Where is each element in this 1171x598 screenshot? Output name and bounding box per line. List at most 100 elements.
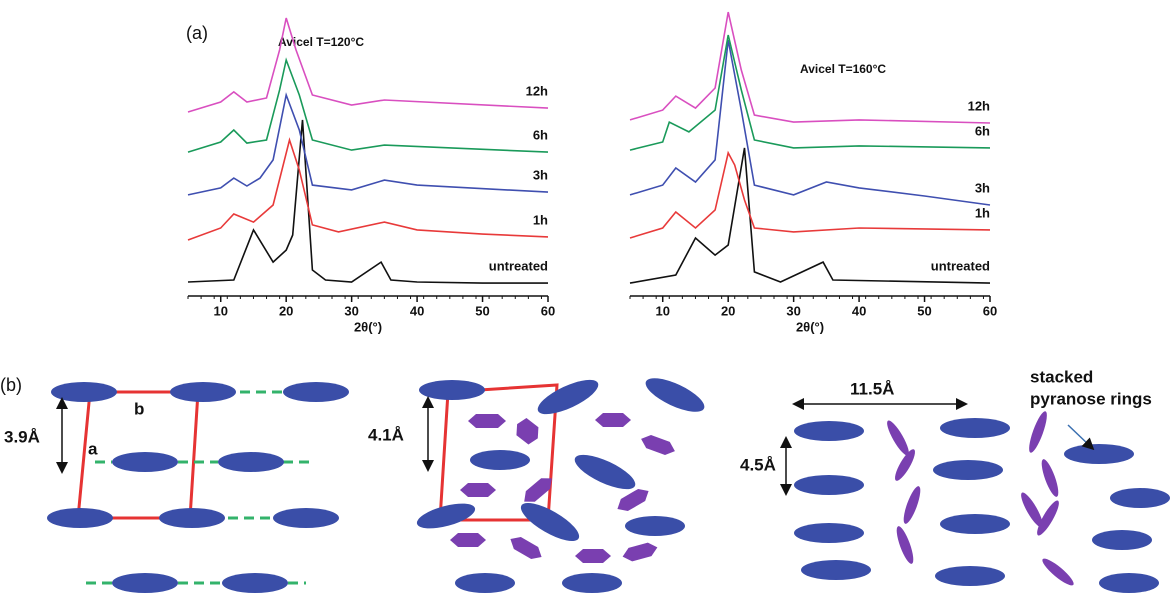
- x-tick-label: 30: [344, 303, 358, 318]
- spacing-label: 11.5Å: [850, 379, 894, 398]
- x-axis-label: 2θ(°): [354, 319, 382, 334]
- chain: [112, 452, 178, 472]
- solvent: [450, 533, 486, 547]
- chain: [455, 573, 515, 593]
- xrd-curve: [187, 92, 549, 196]
- chain: [537, 379, 599, 415]
- chart-title: Avicel T=120°C: [278, 35, 364, 49]
- chain: [625, 516, 685, 536]
- chain: [574, 454, 636, 490]
- x-tick-label: 60: [541, 303, 555, 318]
- solvent: [524, 478, 552, 502]
- x-tick-label: 20: [279, 303, 293, 318]
- solvent: [903, 486, 921, 524]
- series-label: 1h: [975, 205, 990, 220]
- lattice-diagram: 3.9Å b a: [4, 382, 349, 593]
- chain: [801, 560, 871, 580]
- xrd-curve: [187, 57, 549, 153]
- annotation: stacked: [1030, 367, 1093, 386]
- solvent: [895, 449, 915, 481]
- series-label: untreated: [931, 259, 990, 274]
- chain: [218, 452, 284, 472]
- x-tick-label: 10: [655, 303, 669, 318]
- x-tick-label: 10: [213, 303, 227, 318]
- chain: [1064, 444, 1134, 464]
- chain: [794, 523, 864, 543]
- chart-title: Avicel T=160°C: [800, 62, 886, 76]
- series-label: 6h: [533, 128, 548, 143]
- solvent: [1021, 492, 1043, 528]
- solvent: [1041, 459, 1059, 497]
- x-tick-label: 20: [721, 303, 735, 318]
- series-label: untreated: [489, 259, 548, 274]
- x-tick-label: 40: [852, 303, 866, 318]
- x-tick-label: 60: [983, 303, 997, 318]
- swollen-diagram: 4.1Å: [368, 378, 705, 593]
- series-label: 12h: [526, 84, 548, 99]
- x-tick-label: 50: [917, 303, 931, 318]
- xrd-curve: [187, 137, 549, 241]
- chain: [940, 514, 1010, 534]
- panel-label: (b): [0, 375, 22, 395]
- chain: [933, 460, 1003, 480]
- x-tick-label: 50: [475, 303, 489, 318]
- solvent: [622, 542, 658, 562]
- chain: [283, 382, 349, 402]
- solvent: [896, 526, 914, 564]
- chain: [159, 508, 225, 528]
- series-label: 1h: [533, 212, 548, 227]
- annotation: pyranose rings: [1030, 389, 1152, 408]
- chain: [1092, 530, 1152, 550]
- panel-label: (a): [186, 23, 208, 43]
- chain: [940, 418, 1010, 438]
- solvent: [1037, 500, 1059, 536]
- chain: [273, 508, 339, 528]
- series-label: 6h: [975, 123, 990, 138]
- chain: [645, 378, 705, 412]
- solvent: [887, 420, 909, 456]
- chain: [935, 566, 1005, 586]
- x-tick-label: 40: [410, 303, 424, 318]
- solvent: [1029, 411, 1047, 453]
- chain: [1099, 573, 1159, 593]
- chain: [47, 508, 113, 528]
- xrd-curve: [187, 119, 548, 284]
- solvent: [468, 414, 506, 428]
- spacing-label: 4.1Å: [368, 425, 404, 444]
- chain: [419, 380, 485, 400]
- series-label: 12h: [968, 98, 990, 113]
- amorphous-diagram: 11.5Å 4.5Å stacked pyranose rings: [740, 367, 1170, 593]
- solvent: [641, 435, 675, 455]
- solvent: [595, 413, 631, 427]
- xrd-curve: [629, 39, 991, 206]
- x-tick-label: 30: [786, 303, 800, 318]
- solvent: [460, 483, 496, 497]
- chain: [470, 450, 530, 470]
- xrd-curve: [629, 34, 991, 151]
- solvent: [516, 417, 539, 445]
- chain: [520, 502, 580, 542]
- spacing-label: 3.9Å: [4, 427, 40, 446]
- chain: [794, 421, 864, 441]
- series-label: 3h: [975, 180, 990, 195]
- chain: [222, 573, 288, 593]
- pointer: [1067, 424, 1095, 451]
- chain: [1110, 488, 1170, 508]
- xrd-curve: [629, 11, 991, 124]
- xrd-curve: [629, 150, 991, 239]
- chain: [170, 382, 236, 402]
- chain: [794, 475, 864, 495]
- axis-label: b: [134, 399, 144, 418]
- chain: [416, 503, 476, 529]
- series-label: 3h: [533, 168, 548, 183]
- spacing-label: 4.5Å: [740, 455, 776, 474]
- solvent: [1042, 558, 1074, 586]
- solvent: [617, 488, 649, 512]
- chain: [562, 573, 622, 593]
- solvent: [510, 536, 542, 560]
- x-axis-label: 2θ(°): [796, 319, 824, 334]
- chain: [51, 382, 117, 402]
- chain: [112, 573, 178, 593]
- solvent: [575, 549, 611, 563]
